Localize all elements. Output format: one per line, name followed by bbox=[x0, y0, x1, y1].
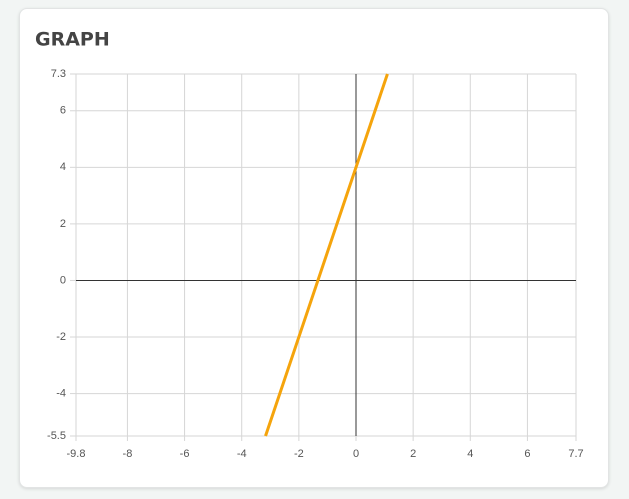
x-tick-label: 7.7 bbox=[568, 448, 583, 460]
chart-title: GRAPH bbox=[35, 29, 110, 51]
x-tick-label: -9.8 bbox=[67, 448, 86, 460]
x-tick-label: 0 bbox=[353, 448, 359, 460]
y-tick-label: 4 bbox=[60, 161, 66, 173]
y-tick-label: -2 bbox=[56, 331, 66, 343]
x-tick-label: -6 bbox=[180, 448, 190, 460]
x-tick-label: 6 bbox=[524, 448, 530, 460]
y-tick-label: -4 bbox=[56, 387, 66, 399]
y-tick-label: 0 bbox=[60, 274, 66, 286]
y-tick-label: 2 bbox=[60, 218, 66, 230]
x-tick-label: 4 bbox=[467, 448, 473, 460]
x-tick-label: -8 bbox=[123, 448, 133, 460]
y-tick-label: 6 bbox=[60, 105, 66, 117]
y-tick-label: 7.3 bbox=[51, 68, 66, 80]
function-line bbox=[264, 73, 389, 437]
x-tick-label: 2 bbox=[410, 448, 416, 460]
graph-card bbox=[19, 8, 609, 488]
x-tick-label: -4 bbox=[237, 448, 247, 460]
y-tick-label: -5.5 bbox=[47, 430, 66, 442]
x-tick-label: -2 bbox=[294, 448, 304, 460]
